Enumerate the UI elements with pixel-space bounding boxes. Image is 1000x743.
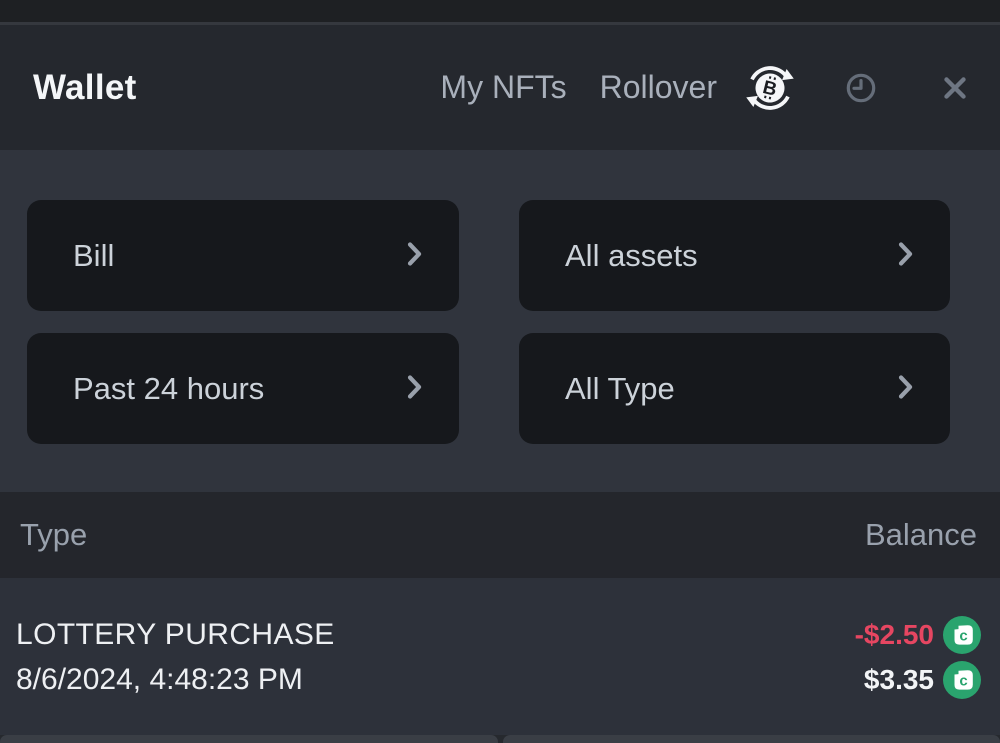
filter-assets-button[interactable]: All assets [519, 200, 950, 311]
filter-bill-button[interactable]: Bill [27, 200, 459, 311]
chevron-right-icon [405, 240, 423, 271]
transaction-amount: -$2.50 [854, 618, 934, 650]
header-actions: My NFTs Rollover B [440, 63, 971, 113]
wallet-title: Wallet [33, 67, 137, 107]
column-type: Type [20, 517, 88, 552]
filter-label: All Type [565, 370, 675, 406]
wallet-header: Wallet My NFTs Rollover B [0, 25, 1000, 150]
table-row[interactable]: LOTTERY PURCHASE -$2.50 c 8/6/2024, 4:48… [16, 612, 981, 702]
bcd-coin-icon: c [943, 660, 981, 699]
rollover-link[interactable]: Rollover [599, 69, 717, 105]
bcd-coin-icon: c [943, 615, 981, 654]
wallet-filters: Bill All assets Past 24 hours All Type [0, 150, 1000, 492]
transaction-timestamp: 8/6/2024, 4:48:23 PM [16, 662, 303, 696]
bottom-card-edge [502, 735, 1000, 743]
next-row-edge [0, 735, 1000, 743]
close-icon[interactable] [939, 72, 971, 104]
chevron-right-icon [896, 240, 914, 271]
sheet-top-edge [0, 22, 1000, 25]
bitcoin-swap-icon[interactable]: B [745, 63, 795, 113]
my-nfts-link[interactable]: My NFTs [440, 69, 567, 105]
page-backdrop [0, 0, 1000, 22]
chevron-right-icon [896, 373, 914, 404]
chevron-right-icon [405, 373, 423, 404]
filter-timerange-button[interactable]: Past 24 hours [27, 333, 459, 444]
history-clock-icon[interactable] [843, 70, 879, 106]
filter-label: Past 24 hours [73, 370, 265, 406]
filter-label: All assets [565, 237, 698, 273]
svg-text:c: c [959, 627, 967, 644]
svg-text:B: B [761, 77, 779, 101]
filter-type-button[interactable]: All Type [519, 333, 950, 444]
transactions-table-body: LOTTERY PURCHASE -$2.50 c 8/6/2024, 4:48… [0, 578, 1000, 735]
svg-text:c: c [959, 672, 967, 689]
transactions-table-header: Type Balance [0, 492, 1000, 578]
transaction-type: LOTTERY PURCHASE [16, 617, 335, 651]
transaction-balance: $3.35 [863, 663, 934, 695]
bottom-card-edge [0, 735, 498, 743]
filter-label: Bill [73, 237, 115, 273]
column-balance: Balance [864, 517, 977, 552]
